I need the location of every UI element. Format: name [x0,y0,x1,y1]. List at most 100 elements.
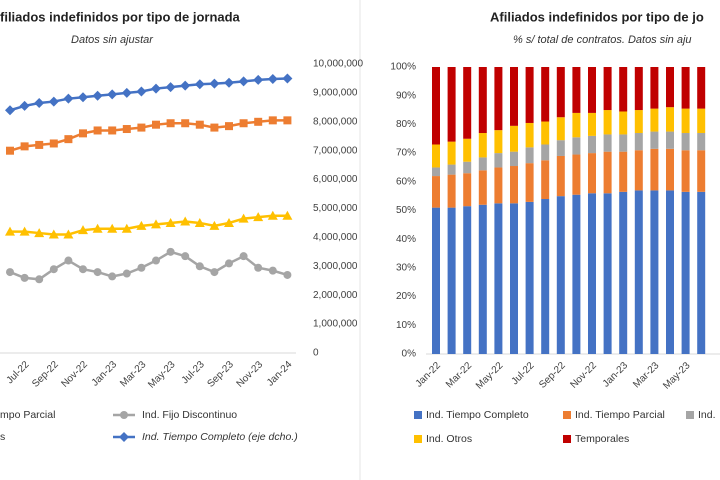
bar-segment [603,193,612,354]
bar-segment [572,154,581,195]
y-tick-label: 70% [396,148,416,159]
legend-label: Ind. Tiempo Completo (eje dcho.) [142,431,298,443]
bar-segment [634,190,643,354]
bar-segment [650,67,659,109]
bar-segment [447,141,456,165]
marker [282,73,293,84]
bar-segment [681,133,690,151]
marker [63,229,74,239]
marker [107,89,118,100]
marker [92,90,103,101]
legend-swatch [414,411,422,419]
marker [78,92,88,103]
bar-segment [619,151,628,192]
marker [63,93,74,104]
bar-segment [432,144,440,168]
bar-segment [447,67,456,142]
bar-segment [447,164,456,175]
bar-segment [681,67,690,109]
bar-segment [447,207,456,354]
bar-segment [463,67,472,139]
bar-segment [697,133,706,151]
bar-segment [494,153,503,168]
bar-segment [510,203,518,354]
y-tick-label: 100% [390,62,416,73]
bar-segment [681,191,690,354]
y2-tick-label: 7,000,000 [313,145,358,156]
marker [48,229,59,239]
marker [253,74,264,85]
y-tick-label: 60% [396,176,416,187]
marker [165,82,176,93]
bar-segment [697,67,706,109]
marker [225,122,233,131]
marker [93,268,102,277]
marker [152,120,160,129]
y-tick-label: 10% [396,320,416,331]
legend-label: Ind. Fijo Discontinuo [142,409,237,421]
marker [181,252,190,261]
legend-label: Ind. [698,409,716,421]
marker [239,252,248,261]
bar-segment [666,107,674,132]
legend-label: s [0,431,5,443]
legend-label: Ind. Tiempo Completo [426,409,529,421]
bar-segment [572,67,581,113]
bar-segment [572,194,581,354]
bar-segment [478,157,487,171]
marker [108,272,117,281]
marker [165,217,176,227]
bar-segment [494,167,503,204]
bar-segment [619,67,628,112]
bar-segment [650,190,659,354]
marker [239,119,248,128]
marker [93,126,102,135]
y-tick-label: 0% [402,349,417,360]
marker [254,117,263,126]
bar-segment [541,144,550,161]
bar-segment [525,147,534,164]
chart-title: filiados indefinidos por tipo de jornada [0,9,241,24]
bar-segment [603,151,612,194]
bar-segment [463,161,472,174]
marker [283,116,292,125]
marker [19,100,30,111]
legend-swatch [414,435,422,443]
marker [78,225,88,235]
bar-segment [447,174,456,208]
bar-segment [432,167,440,177]
y2-tick-label: 8,000,000 [313,116,358,127]
bar-segment [525,201,534,354]
y2-tick-label: 9,000,000 [313,88,358,99]
bar-segment [697,150,706,192]
marker [137,263,146,272]
marker [267,74,278,85]
bar-segment [463,138,472,162]
bar-segment [463,173,472,207]
y2-tick-label: 0 [313,348,319,359]
marker [20,273,29,282]
marker [121,223,132,233]
marker [209,220,220,230]
bar-segment [666,148,674,191]
chart-title: Afiliados indefinidos por tipo de jo [490,9,704,24]
marker [34,98,45,109]
y2-tick-label: 4,000,000 [313,232,358,243]
marker [267,210,278,220]
chart-subtitle: Datos sin ajustar [71,34,154,46]
marker [64,135,73,144]
marker [122,269,131,278]
bar-segment [510,166,518,204]
marker [151,219,161,229]
marker [136,220,147,230]
legend-label: Temporales [575,433,629,445]
marker [180,216,191,226]
bar-segment [681,150,690,192]
bar-segment [510,67,518,126]
y2-tick-label: 3,000,000 [313,261,358,272]
y-tick-label: 30% [396,263,416,274]
bar-segment [588,112,596,136]
marker [268,266,277,275]
marker [166,119,175,128]
y2-tick-label: 6,000,000 [313,174,358,185]
